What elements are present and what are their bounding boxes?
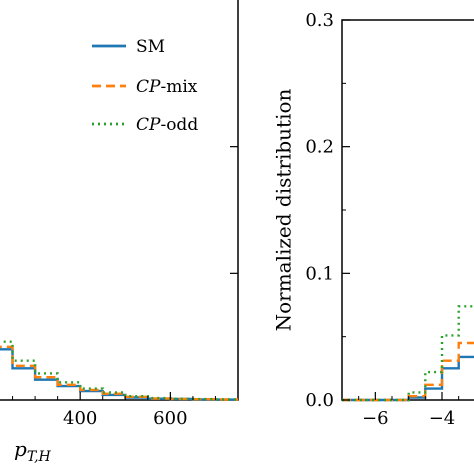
- right-y-tick-label: 0.1: [305, 263, 334, 284]
- right-x-tick-label: −6: [362, 408, 389, 429]
- left-series-cp-odd: [0, 340, 238, 401]
- right-y-axis-title: Normalized distribution: [272, 88, 296, 331]
- left-panel: 400 600 SM CP-mix CP-odd pT,H: [0, 0, 239, 465]
- right-y-tick-label: 0.2: [305, 137, 334, 158]
- right-plot-frame: [341, 19, 474, 401]
- legend-label-sm: SM: [136, 37, 165, 57]
- right-y-tick-label: 0.3: [305, 10, 334, 31]
- legend: SM CP-mix CP-odd: [92, 37, 198, 135]
- right-series-cp-odd: [342, 305, 474, 402]
- legend-label-cp-mix: CP-mix: [136, 77, 198, 97]
- right-axis-ticks: 0.0 0.1 0.2 0.3 −6 −4: [305, 10, 460, 429]
- right-series-cp-mix: [342, 341, 474, 402]
- left-x-axis-title: pT,H: [14, 437, 52, 465]
- right-y-tick-label: 0.0: [305, 390, 334, 411]
- left-plot-frame: [0, 0, 239, 401]
- left-x-tick-label: 600: [153, 408, 187, 429]
- legend-label-cp-odd: CP-odd: [136, 115, 198, 135]
- right-series-group: [342, 305, 474, 402]
- left-series-group: [0, 340, 238, 401]
- right-x-tick-label: −4: [429, 408, 456, 429]
- left-x-tick-label: 400: [63, 408, 97, 429]
- left-axis-ticks: 400 600: [12, 146, 238, 429]
- right-series-sm: [342, 355, 474, 402]
- right-panel: 0.0 0.1 0.2 0.3 −6 −4 Normalized distribution: [272, 10, 474, 429]
